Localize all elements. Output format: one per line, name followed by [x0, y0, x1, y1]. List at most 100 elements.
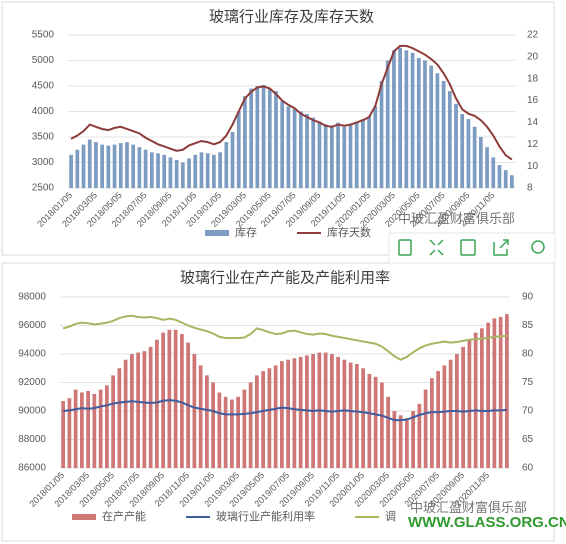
bar [94, 142, 98, 188]
bar [498, 316, 503, 468]
y2-tick-label: 22 [527, 30, 539, 41]
bar [367, 373, 372, 468]
bar [503, 170, 508, 188]
bar [485, 147, 489, 188]
bar [373, 106, 378, 188]
bar [473, 332, 478, 468]
bar [361, 368, 365, 468]
chart-frame [1, 262, 555, 542]
bar [105, 385, 109, 468]
bar [466, 119, 471, 188]
bar [355, 363, 359, 468]
bar [280, 361, 284, 468]
bar [156, 153, 160, 188]
bar [123, 359, 128, 468]
bar [98, 389, 103, 468]
bar [106, 145, 111, 188]
chart-title: 玻璃行业库存及库存天数 [209, 8, 374, 25]
y-tick-label: 88000 [18, 434, 46, 445]
bar [180, 162, 185, 188]
y-tick-label: 5000 [32, 55, 55, 66]
watermark-site: WWW.GLASS.ORG.CN [408, 514, 566, 531]
bar [342, 126, 347, 188]
bar [454, 103, 458, 188]
toolbar [388, 232, 556, 264]
line [63, 399, 507, 422]
icon-settings[interactable] [531, 240, 545, 254]
bar [75, 149, 80, 188]
bar [100, 144, 105, 188]
watermark: 中玻汇盈财富俱乐部 [410, 500, 528, 515]
bar [447, 91, 452, 188]
bar [336, 356, 340, 468]
bar [392, 411, 397, 468]
bar [448, 359, 453, 468]
bar [429, 65, 434, 188]
bar [87, 139, 92, 188]
bar [267, 368, 272, 468]
icon-expand[interactable] [429, 239, 444, 256]
bar [492, 318, 497, 468]
y2-tick-label: 75 [522, 377, 534, 388]
bar [274, 91, 278, 188]
chart-title: 玻璃行业在产产能及产能利用率 [180, 269, 390, 286]
bar [148, 346, 153, 468]
bar [162, 154, 167, 188]
bar [480, 328, 484, 468]
bar [149, 152, 154, 188]
y2-tick-label: 60 [522, 463, 534, 474]
bar [435, 73, 440, 188]
bar [236, 396, 240, 468]
bar [117, 368, 122, 468]
bar [187, 158, 191, 188]
bar [305, 355, 309, 468]
bar [273, 365, 278, 468]
toolbar-bg [388, 232, 556, 264]
bar [280, 101, 285, 188]
bar [323, 124, 328, 188]
bar [198, 365, 203, 468]
bar [286, 359, 290, 468]
bar [423, 389, 428, 468]
bar [69, 154, 73, 188]
bar [467, 339, 472, 468]
bar [230, 399, 234, 468]
bar [125, 142, 129, 188]
bar [73, 389, 78, 468]
icon-share[interactable] [493, 239, 509, 256]
bar [211, 382, 215, 468]
bar [491, 157, 496, 188]
legend-label: 调 [385, 510, 396, 523]
bar [441, 80, 446, 188]
y2-tick-label: 90 [522, 292, 534, 303]
bar [205, 375, 209, 468]
bar [329, 125, 334, 188]
y2-tick-label: 20 [527, 51, 539, 62]
y2-tick-label: 65 [522, 434, 534, 445]
bar [242, 389, 247, 468]
bar [92, 393, 97, 468]
bar [336, 122, 340, 188]
bar [392, 50, 396, 188]
bar [386, 396, 390, 468]
y2-tick-label: 16 [527, 95, 539, 106]
bar [212, 154, 216, 188]
bar [486, 322, 490, 468]
y-tick-label: 4500 [32, 81, 55, 92]
bar [130, 354, 134, 468]
y-tick-label: 2500 [32, 183, 55, 194]
y-tick-label: 94000 [18, 349, 46, 360]
bar [112, 144, 117, 188]
bar [193, 154, 198, 188]
bar [436, 371, 440, 468]
bar [111, 375, 115, 468]
bar [354, 121, 359, 188]
y-tick-label: 5500 [32, 30, 55, 41]
bar [173, 329, 178, 468]
icon-save[interactable] [460, 239, 476, 256]
bar [442, 365, 447, 468]
y-tick-label: 96000 [18, 320, 46, 331]
icon-copy[interactable] [398, 239, 412, 256]
bar [192, 354, 197, 468]
